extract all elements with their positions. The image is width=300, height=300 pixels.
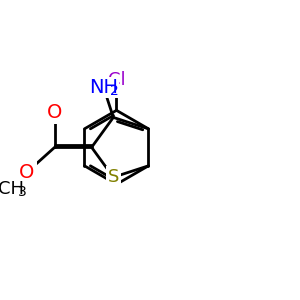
Text: 2: 2: [110, 84, 119, 98]
Text: O: O: [19, 163, 34, 182]
Text: 3: 3: [18, 185, 27, 199]
Text: Cl: Cl: [108, 70, 125, 88]
Text: NH: NH: [89, 78, 118, 97]
Text: CH: CH: [0, 180, 24, 198]
Text: S: S: [108, 168, 119, 186]
Text: O: O: [47, 103, 62, 122]
